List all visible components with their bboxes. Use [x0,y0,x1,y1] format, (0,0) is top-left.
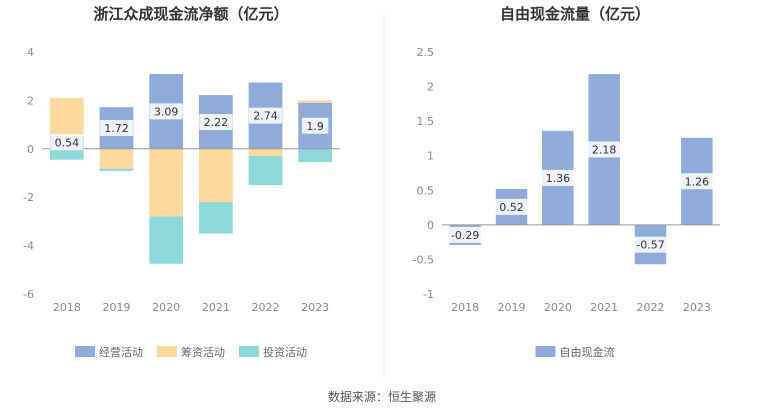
data-label-bg [301,117,329,134]
x-tick-label: 2020 [544,301,572,314]
x-tick-label: 2018 [451,301,479,314]
data-label-bg [248,107,283,124]
y-tick-label: 2.5 [417,46,435,59]
y-tick-label: -6 [23,288,34,301]
data-label-2018: 0.54 [55,136,80,149]
x-tick-label: 2023 [683,301,711,314]
data-label-bg [149,103,183,120]
y-tick-label: -4 [23,240,34,253]
chart-title: 自由现金流量（亿元） [500,5,650,23]
bar-2018-投资活动 [49,148,84,160]
bar-2023-筹资活动 [298,100,333,103]
y-tick-label: 1.5 [417,115,435,128]
legend-swatch [75,346,95,357]
data-label-bg [541,169,575,186]
legend-label: 经营活动 [99,345,143,359]
x-tick-label: 2021 [202,301,230,314]
data-label-bg [587,141,621,158]
data-label-2022: 2.74 [253,110,278,123]
y-tick-label: 0 [427,219,434,232]
y-tick-label: 1 [427,150,434,163]
legend-label: 自由现金流 [560,345,615,359]
y-tick-label: 4 [27,46,34,59]
y-tick-label: 2 [427,81,434,94]
bar-2019-筹资活动 [99,148,134,169]
legend-swatch [535,346,556,357]
data-label-bg [630,236,671,253]
bar-2022-投资活动 [248,156,283,186]
data-label-bg [494,198,529,215]
data-label-2023: 1.9 [306,120,324,133]
x-tick-label: 2021 [590,301,618,314]
x-tick-label: 2018 [53,301,81,314]
data-label-bg [445,226,486,243]
chart-title: 浙江众成现金流净额（亿元） [93,5,288,23]
data-label-2019: 1.72 [104,122,129,135]
legend-swatch [239,346,259,357]
bar-2020-投资活动 [149,216,184,264]
x-tick-label: 2022 [252,301,280,314]
data-label-bg [50,134,84,151]
y-tick-label: 0.5 [417,184,435,197]
legend-label: 筹资活动 [181,345,225,359]
x-tick-label: 2019 [498,301,526,314]
bar-2021-投资活动 [198,202,233,234]
cashflow-chart: 浙江众成现金流净额（亿元） -6 -4 -2 0 2 4 2018 2019 2020 2021 20… [23,5,340,359]
data-label-2021: 2.22 [204,116,229,129]
x-tick-label: 2023 [301,301,329,314]
data-label-bg [680,173,714,190]
legend-label: 投资活动 [263,345,307,359]
data-label-2022: -0.57 [636,239,664,252]
data-label-2020: 3.09 [154,105,179,118]
source-footer: 数据来源：恒生聚源 [328,389,436,404]
legend-swatch [157,346,177,357]
bar-2020-筹资活动 [149,148,184,217]
data-label-bg [199,113,233,130]
x-tick-label: 2019 [103,301,131,314]
bar-2022-筹资活动 [248,148,283,157]
y-tick-label: -0.5 [413,253,434,266]
data-label-2019: 0.52 [499,201,524,214]
bar-2023-投资活动 [298,148,333,163]
data-label-2021: 2.18 [592,143,617,156]
y-tick-label: -2 [23,191,34,204]
free-cashflow-chart: 自由现金流量（亿元） -1 -0.5 0 0.5 1 1.5 2 2.5 2018 2019 2020… [413,5,720,359]
data-label-2018: -0.29 [451,229,479,242]
bar-2021-筹资活动 [198,148,233,203]
y-tick-label: 2 [27,94,34,107]
data-label-2023: 1.26 [685,175,710,188]
x-tick-label: 2022 [637,301,665,314]
x-tick-label: 2020 [152,301,180,314]
data-label-bg [99,119,134,136]
data-label-2020: 1.36 [546,172,571,185]
bar-2019-投资活动 [99,168,134,172]
y-tick-label: -1 [423,288,434,301]
y-tick-label: 0 [27,143,34,156]
bar-2018-筹资活动 [49,97,84,136]
